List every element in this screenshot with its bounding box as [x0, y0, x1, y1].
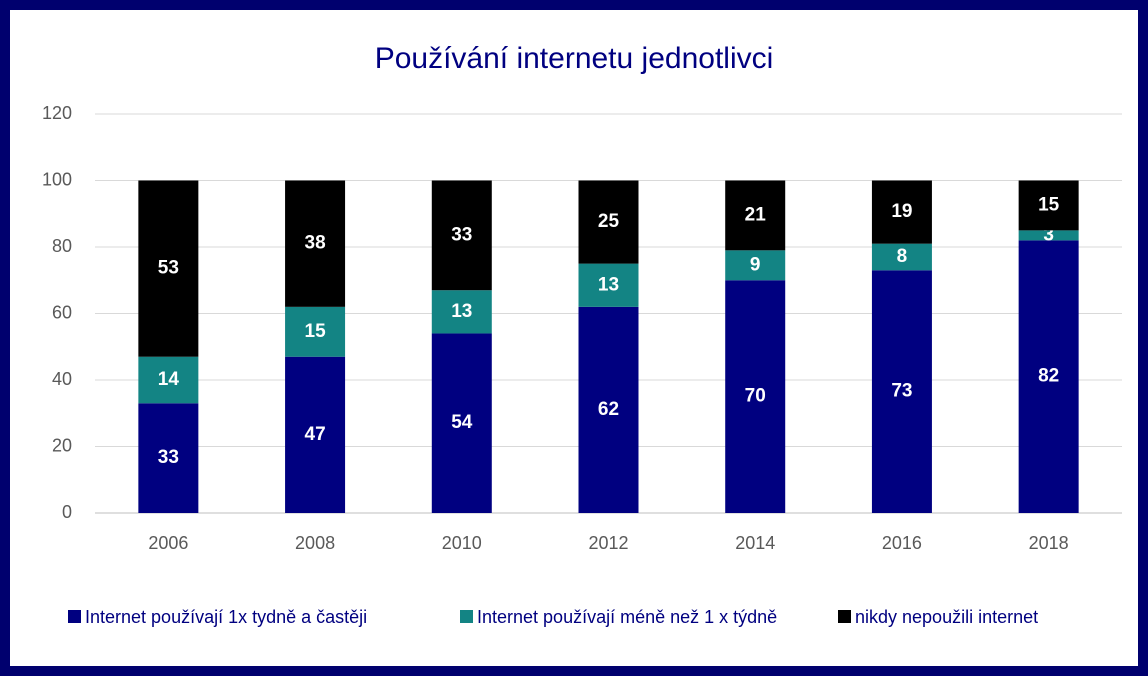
chart-title: Používání internetu jednotlivci — [375, 42, 774, 75]
x-tick-label: 2006 — [148, 533, 188, 553]
bar-segment — [285, 306, 346, 357]
data-label: 62 — [598, 399, 619, 420]
x-tick-label: 2012 — [588, 533, 628, 553]
data-label: 15 — [1038, 194, 1060, 215]
bar-segment — [1018, 230, 1079, 241]
legend-label: Internet používají 1x tydně a častěji — [85, 607, 367, 627]
data-label: 47 — [305, 424, 326, 445]
bar-segment — [138, 180, 199, 357]
data-label: 15 — [305, 321, 327, 342]
bar-segment — [871, 180, 932, 244]
x-tick-label: 2010 — [442, 533, 482, 553]
bar-segment — [578, 180, 639, 264]
x-tick-label: 2014 — [735, 533, 775, 553]
y-tick-label: 40 — [52, 369, 72, 389]
bar-segment — [138, 356, 199, 404]
bar-segment — [138, 403, 199, 513]
y-tick-label: 100 — [42, 169, 72, 189]
data-label: 19 — [891, 201, 912, 222]
bar-segment — [285, 356, 346, 513]
data-label: 21 — [745, 204, 767, 225]
legend-label: Internet používají méně než 1 x týdně — [477, 607, 777, 627]
legend-swatch — [460, 610, 473, 623]
data-label: 25 — [598, 211, 620, 232]
x-tick-label: 2008 — [295, 533, 335, 553]
data-label: 38 — [305, 233, 326, 254]
y-tick-label: 60 — [52, 302, 72, 322]
data-label: 33 — [451, 224, 472, 245]
legend-label: nikdy nepoužili internet — [855, 607, 1038, 627]
data-label: 54 — [451, 412, 473, 433]
data-label: 53 — [158, 258, 179, 279]
data-label: 13 — [598, 274, 619, 295]
y-tick-label: 80 — [52, 236, 72, 256]
bar-segment — [431, 180, 492, 291]
bar-segment — [871, 270, 932, 513]
x-tick-label: 2018 — [1029, 533, 1069, 553]
bar-segment — [431, 290, 492, 334]
x-tick-label: 2016 — [882, 533, 922, 553]
bar-segment — [725, 180, 786, 251]
bar-segment — [578, 306, 639, 513]
data-label: 70 — [745, 386, 766, 407]
bar-segment — [431, 333, 492, 513]
y-tick-label: 120 — [42, 103, 72, 123]
data-label: 82 — [1038, 366, 1059, 387]
data-label: 33 — [158, 447, 179, 468]
legend-swatch — [68, 610, 81, 623]
bar-segment — [725, 250, 786, 281]
data-label: 14 — [158, 369, 180, 390]
data-label: 8 — [897, 246, 908, 267]
bar-segment — [725, 280, 786, 513]
y-tick-label: 0 — [62, 502, 72, 522]
bar-segment — [1018, 180, 1079, 231]
data-label: 9 — [750, 254, 761, 275]
bar-segment — [871, 243, 932, 271]
data-label: 73 — [891, 381, 912, 402]
data-label: 3 — [1043, 224, 1054, 245]
bar-segment — [578, 263, 639, 307]
legend-swatch — [838, 610, 851, 623]
y-tick-label: 20 — [52, 435, 72, 455]
bar-segment — [285, 180, 346, 307]
bar-segment — [1018, 240, 1079, 513]
data-label: 13 — [451, 301, 472, 322]
